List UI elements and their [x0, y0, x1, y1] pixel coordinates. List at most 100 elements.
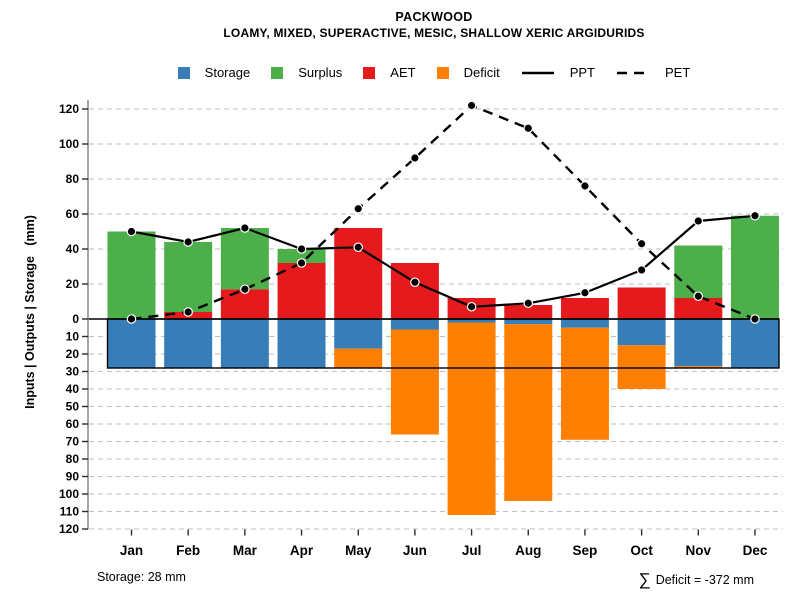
- month-label-jul: Jul: [462, 543, 482, 558]
- y-tick-label: 80: [66, 452, 80, 466]
- ppt-point-may: [353, 242, 364, 253]
- y-tick-label: 20: [66, 277, 80, 291]
- storage-bar-feb: [164, 319, 213, 368]
- ppt-point-apr: [296, 244, 307, 254]
- legend-item-aet: AET: [363, 65, 416, 80]
- pet-point-feb: [183, 307, 193, 317]
- pet-point-jan: [126, 314, 137, 324]
- deficit-bar-jul: [447, 322, 496, 515]
- storage-bar-sep: [560, 319, 609, 328]
- deficit-sum-text: Deficit = -372 mm: [655, 573, 754, 587]
- month-label-jun: Jun: [403, 543, 427, 558]
- ppt-line-sample: [521, 71, 554, 74]
- storage-bar-apr: [277, 319, 326, 368]
- surplus-bar-feb: [164, 242, 213, 312]
- y-tick-label: 100: [59, 137, 79, 151]
- aet-bar-oct: [617, 287, 666, 319]
- pet-point-sep: [580, 181, 590, 191]
- pet-point-jun: [410, 153, 420, 163]
- legend-item-storage: Storage: [177, 65, 251, 80]
- month-label-apr: Apr: [290, 543, 314, 558]
- legend-item-deficit: Deficit: [436, 65, 500, 80]
- y-tick-label: 90: [66, 470, 80, 484]
- pet-line-sample: [617, 71, 650, 74]
- pet-point-jul: [466, 100, 477, 111]
- legend-label-ppt: PPT: [569, 65, 596, 80]
- legend-label-deficit: Deficit: [463, 65, 500, 80]
- month-label-jan: Jan: [120, 543, 143, 558]
- aet-bar-apr: [277, 263, 326, 319]
- storage-bar-nov: [674, 319, 723, 367]
- ppt-point-dec: [750, 210, 760, 221]
- deficit-bar-nov: [674, 366, 723, 368]
- storage-bar-may: [334, 319, 383, 349]
- legend-label-pet: PET: [665, 65, 691, 80]
- y-tick-label: 60: [66, 417, 80, 431]
- pet-point-may: [353, 203, 364, 214]
- deficit-bar-sep: [560, 327, 609, 440]
- legend-label-storage: Storage: [204, 65, 251, 80]
- pet-point-apr: [296, 258, 307, 268]
- pet-point-dec: [750, 314, 760, 324]
- pet-point-mar: [240, 284, 250, 295]
- chart-legend: Storage Surplus AET Deficit PPT PET: [68, 65, 800, 80]
- storage-bar-jun: [390, 319, 439, 330]
- legend-swatch-aet: [363, 66, 376, 79]
- surplus-bar-jan: [107, 231, 156, 319]
- ppt-point-oct: [636, 265, 647, 275]
- month-label-sep: Sep: [573, 543, 598, 558]
- ppt-point-mar: [240, 223, 250, 233]
- storage-bar-dec: [730, 319, 779, 368]
- storage-bar-oct: [617, 319, 666, 346]
- deficit-bar-may: [334, 348, 383, 368]
- pet-line: [131, 104, 756, 321]
- y-tick-label: 120: [59, 522, 79, 536]
- pet-point-oct: [636, 238, 647, 249]
- legend-item-surplus: Surplus: [271, 65, 342, 80]
- y-tick-label: 120: [59, 102, 79, 116]
- deficit-annotation: ∑ Deficit = -372 mm: [638, 570, 754, 589]
- y-tick-label: 100: [59, 487, 79, 501]
- y-tick-label: 70: [66, 435, 80, 449]
- ppt-point-nov: [693, 216, 704, 226]
- pet-point-aug: [523, 123, 534, 134]
- legend-swatch-storage: [177, 66, 190, 79]
- deficit-bar-oct: [617, 345, 666, 389]
- legend-swatch-deficit: [436, 66, 449, 79]
- legend-item-pet: PET: [616, 65, 690, 80]
- ppt-line: [131, 214, 756, 308]
- storage-bar-jan: [107, 319, 156, 368]
- month-label-may: May: [345, 543, 372, 558]
- legend-swatch-surplus: [271, 66, 284, 79]
- surplus-bar-nov: [674, 245, 723, 298]
- y-tick-label: 40: [66, 382, 80, 396]
- legend-label-surplus: Surplus: [298, 65, 343, 80]
- chart-title: PACKWOOD: [395, 10, 473, 24]
- legend-item-ppt: PPT: [521, 65, 595, 80]
- storage-bar-aug: [504, 319, 553, 325]
- sigma-symbol: ∑: [638, 570, 651, 589]
- month-label-oct: Oct: [630, 543, 653, 558]
- ppt-point-jun: [410, 277, 420, 288]
- storage-bar-mar: [220, 319, 269, 368]
- aet-bar-aug: [504, 305, 553, 319]
- y-tick-label: 50: [66, 400, 80, 414]
- surplus-bar-dec: [730, 215, 779, 319]
- ppt-point-aug: [523, 298, 534, 309]
- month-label-nov: Nov: [686, 543, 712, 558]
- deficit-bar-aug: [504, 324, 553, 501]
- ppt-point-jul: [466, 301, 477, 312]
- y-tick-label: 60: [66, 207, 80, 221]
- y-tick-label: 80: [66, 172, 80, 186]
- month-label-mar: Mar: [233, 543, 258, 558]
- month-label-dec: Dec: [743, 543, 768, 558]
- storage-annotation: Storage: 28 mm: [97, 570, 186, 584]
- y-tick-label: 10: [66, 330, 80, 344]
- y-tick-label: 40: [66, 242, 80, 256]
- y-tick-label: 30: [66, 365, 80, 379]
- ppt-point-jan: [126, 226, 137, 237]
- pet-point-nov: [693, 291, 704, 302]
- y-tick-label: 110: [60, 505, 80, 519]
